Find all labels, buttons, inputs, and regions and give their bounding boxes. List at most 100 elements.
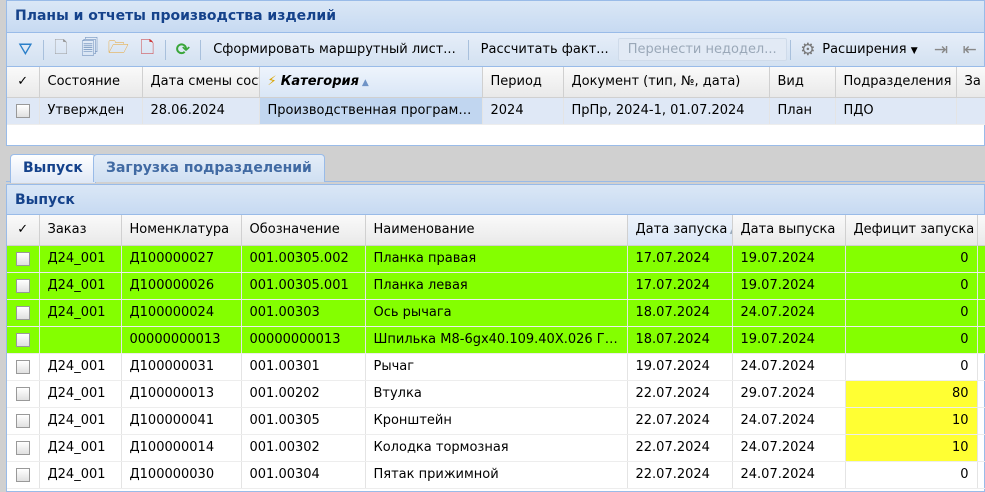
row-checkbox[interactable]	[15, 103, 30, 118]
extensions-button[interactable]: Расширения ▼	[822, 39, 926, 60]
column-header-label: Номенклатура	[129, 222, 230, 238]
table-cell	[977, 407, 985, 435]
table-cell: Д24_001	[39, 353, 122, 381]
column-header[interactable]: Дата смены состояния	[142, 67, 260, 98]
column-header-label: Категория	[280, 74, 360, 90]
table-cell: 28.06.2024	[142, 97, 260, 125]
column-header[interactable]: Дефицит запуска	[845, 215, 978, 246]
table-cell: 24.07.2024	[732, 461, 846, 489]
table-cell: 10	[845, 434, 978, 462]
filter-active-icon: ⚡	[267, 74, 281, 90]
row-checkbox[interactable]	[15, 467, 30, 482]
row-checkbox[interactable]	[15, 332, 30, 347]
column-header-label: Заказ	[47, 222, 87, 238]
calc-fact-button[interactable]: Рассчитать факт...	[480, 42, 609, 57]
row-checkbox[interactable]	[15, 278, 30, 293]
toolbar: ⛛ 🗋 🗐 🗁 🗋 ⟳ Сформировать маршрутный лист…	[7, 33, 984, 67]
column-header[interactable]: Состояние	[39, 67, 143, 98]
row-checkbox-cell[interactable]	[7, 272, 40, 300]
release-panel: Выпуск ✓ Заказ Номенклатура Обозначение Наим…	[6, 184, 985, 492]
row-checkbox[interactable]	[15, 305, 30, 320]
table-cell	[977, 380, 985, 408]
row-checkbox[interactable]	[15, 251, 30, 266]
refresh-icon[interactable]: ⟳	[175, 39, 191, 60]
table-cell: 22.07.2024	[627, 407, 733, 435]
column-header[interactable]: ⚡ Категория ▲	[259, 67, 483, 98]
table-row[interactable]: Д24_001 Д100000013 001.00202 Втулка 22.07.20…	[7, 380, 985, 408]
row-checkbox[interactable]	[15, 386, 30, 401]
column-header-label: Состояние	[47, 74, 120, 90]
export-icon[interactable]: ⇥	[933, 39, 949, 60]
table-cell: 001.00202	[241, 380, 366, 408]
table-cell: 24.07.2024	[732, 434, 846, 462]
column-header[interactable]: За	[956, 67, 985, 98]
row-checkbox-cell[interactable]	[7, 380, 40, 408]
row-checkbox-cell[interactable]	[7, 353, 40, 381]
transfer-button[interactable]: Перенести недодел...	[617, 38, 787, 61]
column-header[interactable]: Наименование	[365, 215, 628, 246]
column-header[interactable]: Период	[482, 67, 564, 98]
column-header[interactable]: Подразделения	[835, 67, 957, 98]
table-row[interactable]: Д24_001 Д100000014 001.00302 Колодка тормоз…	[7, 434, 985, 462]
table-cell: Д24_001	[39, 245, 122, 273]
chevron-down-icon: ▼	[910, 46, 918, 56]
new-document-icon[interactable]: 🗋	[54, 38, 68, 58]
table-row[interactable]: Д24_001 Д100000024 001.00303 Ось рычага 18.0…	[7, 299, 985, 327]
column-header[interactable]	[977, 215, 985, 246]
row-checkbox-cell[interactable]	[7, 407, 40, 435]
table-row[interactable]: 00000000013 00000000013 Шпилька М8-6gх40.1…	[7, 326, 985, 354]
column-header[interactable]: Обозначение	[241, 215, 366, 246]
column-header[interactable]: Номенклатура	[121, 215, 242, 246]
column-header[interactable]: Документ (тип, №, дата)	[563, 67, 770, 98]
table-cell	[977, 461, 985, 489]
column-header-label: Вид	[777, 74, 804, 90]
column-header[interactable]: Вид	[769, 67, 836, 98]
table-cell: Пятак прижимной	[365, 461, 628, 489]
table-cell: Втулка	[365, 380, 628, 408]
table-row[interactable]: Д24_001 Д100000041 001.00305 Кронштейн 22.07…	[7, 407, 985, 435]
tab-bar: Выпуск Загрузка подразделений	[6, 152, 985, 183]
table-cell	[977, 326, 985, 354]
column-header[interactable]: ✓	[7, 67, 40, 98]
table-cell: Д24_001	[39, 434, 122, 462]
row-checkbox-cell[interactable]	[7, 245, 40, 273]
table-cell: 2024	[482, 97, 564, 125]
column-header[interactable]: Дата запуска ▲	[627, 215, 733, 246]
row-checkbox-cell[interactable]	[7, 97, 40, 125]
row-checkbox[interactable]	[15, 413, 30, 428]
row-checkbox-cell[interactable]	[7, 461, 40, 489]
table-cell: Рычаг	[365, 353, 628, 381]
column-header[interactable]: ✓	[7, 215, 40, 246]
table-cell: Д100000031	[121, 353, 242, 381]
row-checkbox[interactable]	[15, 359, 30, 374]
column-header[interactable]: Дата выпуска	[732, 215, 846, 246]
row-checkbox-cell[interactable]	[7, 326, 40, 354]
release-grid: ✓ Заказ Номенклатура Обозначение Наименовани…	[7, 215, 985, 489]
table-row[interactable]: Д24_001 Д100000031 001.00301 Рычаг 19.07.202…	[7, 353, 985, 381]
table-cell: 0	[845, 272, 978, 300]
row-checkbox-cell[interactable]	[7, 299, 40, 327]
table-cell: ПрПр, 2024-1, 01.07.2024	[563, 97, 770, 125]
table-row[interactable]: Д24_001 Д100000027 001.00305.002 Планка пра…	[7, 245, 985, 273]
open-folder-icon[interactable]: 🗁	[107, 38, 129, 58]
row-checkbox[interactable]	[15, 440, 30, 455]
table-cell: 10	[845, 407, 978, 435]
table-cell: Д100000030	[121, 461, 242, 489]
delete-document-icon[interactable]: 🗋	[140, 38, 155, 58]
filter-icon[interactable]: ⛛	[18, 39, 33, 60]
tab-zagruzka[interactable]: Загрузка подразделений	[93, 154, 325, 182]
import-icon[interactable]: ⇤	[962, 39, 977, 60]
column-header-label: Период	[490, 74, 542, 90]
tab-vypusk[interactable]: Выпуск	[10, 154, 96, 183]
table-row[interactable]: Д24_001 Д100000030 001.00304 Пятак прижимно…	[7, 461, 985, 489]
route-sheet-button[interactable]: Сформировать маршрутный лист...	[213, 42, 456, 57]
edit-document-icon[interactable]: 🗐	[81, 38, 99, 58]
column-header[interactable]: Заказ	[39, 215, 122, 246]
table-row[interactable]: Д24_001 Д100000026 001.00305.001 Планка лев…	[7, 272, 985, 300]
row-checkbox-cell[interactable]	[7, 434, 40, 462]
table-cell: 24.07.2024	[732, 407, 846, 435]
table-cell	[977, 434, 985, 462]
table-row[interactable]: Утвержден 28.06.2024 Производственная прог…	[7, 97, 985, 125]
column-header-label: Подразделения	[843, 74, 952, 90]
